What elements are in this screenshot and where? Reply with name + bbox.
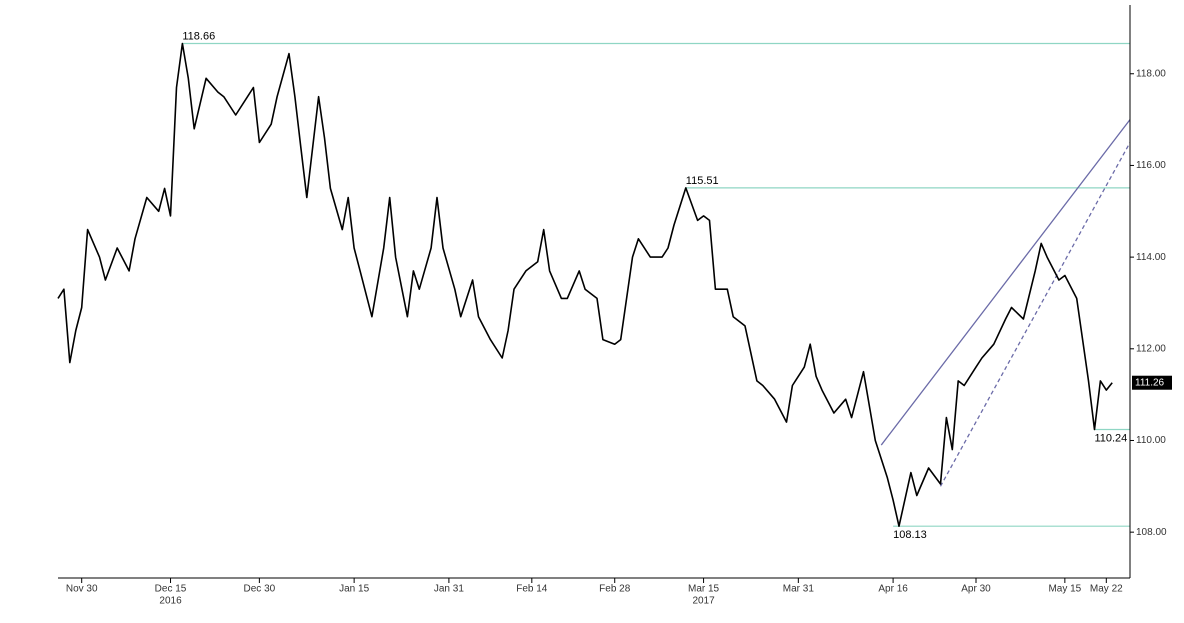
x-tick-label: Jan 15 [339, 584, 369, 595]
level-label: 115.51 [686, 175, 719, 187]
x-tick-label: May 15 [1048, 584, 1081, 595]
trend-line [939, 142, 1131, 487]
trend-line [880, 119, 1131, 446]
level-label: 110.24 [1094, 432, 1127, 444]
x-tick-label: Apr 30 [961, 584, 991, 595]
level-label: 108.13 [893, 529, 927, 541]
x-tick-label: Mar 31 [783, 584, 815, 595]
price-line [57, 42, 1113, 527]
x-year-label: 2016 [159, 596, 182, 607]
x-tick-label: Nov 30 [66, 584, 98, 595]
x-year-label: 2017 [692, 596, 715, 607]
x-tick-label: Dec 15 [155, 584, 187, 595]
x-tick-label: Mar 15 [688, 584, 720, 595]
x-tick-label: May 22 [1090, 584, 1123, 595]
y-tick-label: 114.00 [1136, 252, 1166, 263]
last-value-label: 111.26 [1135, 377, 1165, 388]
x-tick-label: Apr 16 [878, 584, 908, 595]
x-tick-label: Jan 31 [434, 584, 464, 595]
x-tick-label: Feb 14 [516, 584, 548, 595]
level-label: 118.66 [182, 30, 215, 42]
y-tick-label: 108.00 [1136, 527, 1167, 538]
y-tick-label: 110.00 [1136, 435, 1166, 446]
x-tick-label: Feb 28 [599, 584, 631, 595]
x-tick-label: Dec 30 [244, 584, 276, 595]
y-tick-label: 118.00 [1136, 68, 1166, 79]
y-tick-label: 112.00 [1136, 343, 1166, 354]
last-value-tag [1132, 375, 1172, 390]
y-tick-label: 116.00 [1136, 160, 1166, 171]
